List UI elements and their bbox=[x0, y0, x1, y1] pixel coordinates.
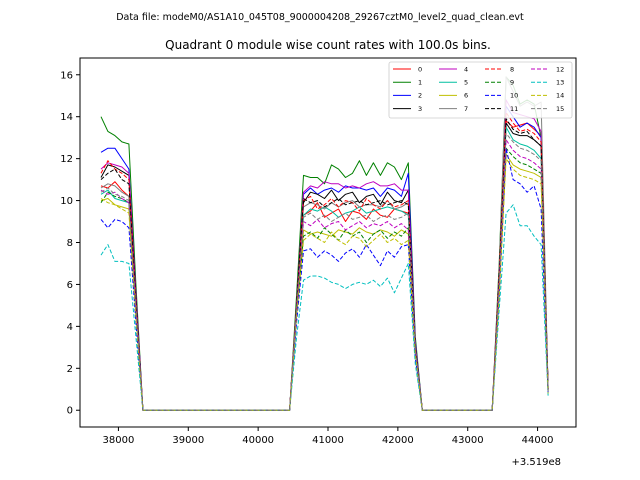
series-line-15 bbox=[100, 133, 549, 411]
legend-box bbox=[388, 61, 573, 119]
y-tick-label: 10 bbox=[60, 196, 73, 207]
plot-area bbox=[100, 76, 549, 411]
y-tick-label: 2 bbox=[67, 364, 73, 375]
x-tick-label: 42000 bbox=[382, 435, 414, 446]
legend-label-13: 13 bbox=[556, 79, 564, 87]
y-tick-label: 14 bbox=[60, 112, 73, 123]
legend-label-7: 7 bbox=[464, 105, 468, 113]
legend-label-12: 12 bbox=[556, 65, 564, 73]
y-tick-label: 8 bbox=[67, 238, 73, 249]
y-tick-label: 4 bbox=[67, 322, 73, 333]
legend-label-6: 6 bbox=[464, 92, 468, 100]
chart-title: Quadrant 0 module wise count rates with … bbox=[165, 38, 491, 52]
series-line-10 bbox=[100, 147, 549, 411]
x-tick-label: 39000 bbox=[172, 435, 204, 446]
x-tick-label: 38000 bbox=[103, 435, 135, 446]
legend-label-3: 3 bbox=[418, 105, 422, 113]
y-tick-label: 16 bbox=[60, 70, 73, 81]
x-tick-label: 41000 bbox=[312, 435, 344, 446]
y-tick-label: 6 bbox=[67, 280, 73, 291]
y-axis: 0 2 4 6 8 10 12 14 16 bbox=[60, 70, 80, 417]
legend-label-14: 14 bbox=[556, 92, 564, 100]
y-tick-label: 0 bbox=[67, 406, 73, 417]
y-tick-label: 12 bbox=[60, 154, 73, 165]
legend-label-4: 4 bbox=[464, 65, 468, 73]
x-tick-label: 40000 bbox=[242, 435, 274, 446]
legend-label-8: 8 bbox=[510, 65, 514, 73]
legend-label-5: 5 bbox=[464, 79, 468, 87]
legend-label-9: 9 bbox=[510, 79, 514, 87]
chart-suptitle: Data file: modeM0/AS1A10_045T08_90000042… bbox=[116, 12, 524, 23]
x-tick-label: 43000 bbox=[452, 435, 484, 446]
legend-label-10: 10 bbox=[510, 92, 518, 100]
x-axis: 38000 39000 40000 41000 42000 43000 44000 bbox=[103, 427, 554, 446]
legend-label-11: 11 bbox=[510, 105, 518, 113]
legend-label-1: 1 bbox=[418, 79, 422, 87]
legend-label-15: 15 bbox=[556, 105, 564, 113]
x-tick-label: 44000 bbox=[522, 435, 554, 446]
x-axis-offset-label: +3.519e8 bbox=[511, 457, 561, 468]
legend-label-0: 0 bbox=[418, 65, 422, 73]
legend-label-2: 2 bbox=[418, 92, 422, 100]
